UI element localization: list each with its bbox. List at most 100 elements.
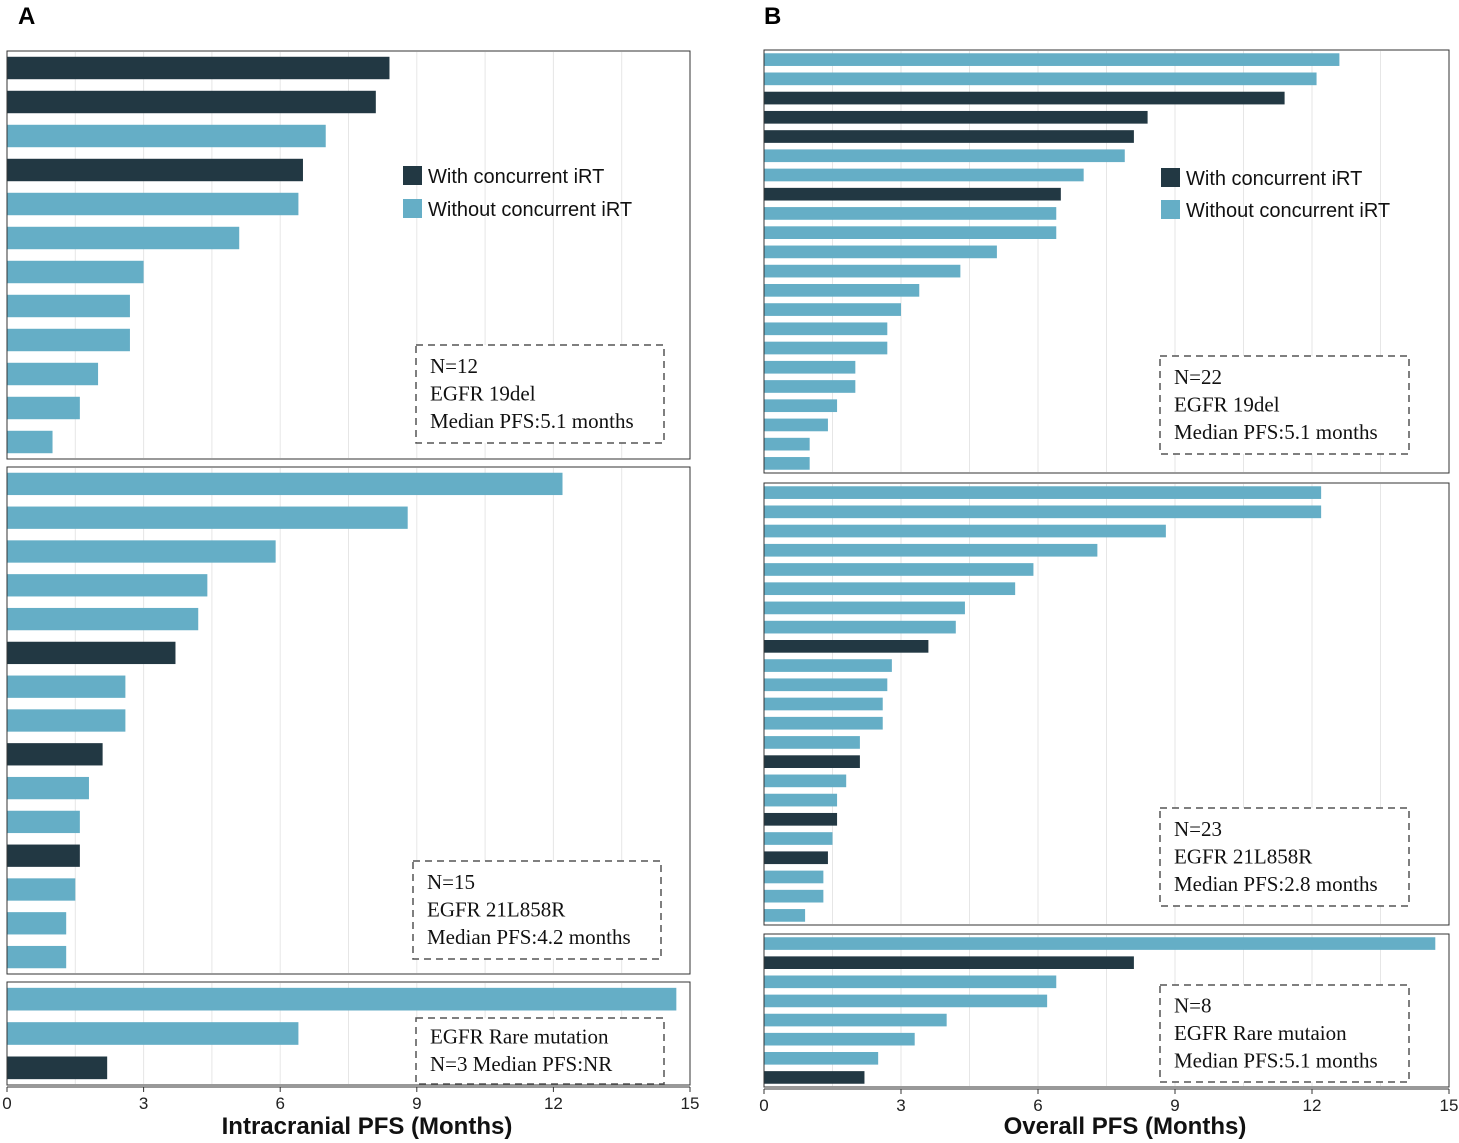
bar-with-irt bbox=[7, 158, 303, 182]
annotation-line: Median PFS:4.2 months bbox=[427, 925, 631, 949]
annotation-box bbox=[1159, 807, 1410, 907]
bar-without-irt bbox=[764, 870, 824, 884]
legend-label-without-irt: Without concurrent iRT bbox=[1186, 200, 1390, 222]
annotation-box bbox=[415, 1017, 665, 1085]
bar-without-irt bbox=[764, 418, 828, 432]
bar-without-irt bbox=[764, 774, 847, 788]
x-tick-label: 15 bbox=[681, 1094, 700, 1113]
bar-without-irt bbox=[764, 380, 856, 393]
x-tick-label: 6 bbox=[275, 1094, 284, 1113]
annotation-line: N=12 bbox=[430, 354, 478, 378]
bar-with-irt bbox=[7, 844, 80, 867]
bar-with-irt bbox=[764, 812, 838, 826]
bar-without-irt bbox=[764, 399, 838, 413]
annotation-line: Median PFS:5.1 months bbox=[430, 409, 634, 433]
panel-a-letter: A bbox=[18, 3, 35, 30]
bar-without-irt bbox=[7, 430, 53, 454]
subpanel-frame bbox=[763, 933, 1450, 1088]
bar-without-irt bbox=[764, 659, 892, 672]
annotation-line: EGFR 19del bbox=[1174, 392, 1280, 416]
bar-without-irt bbox=[764, 678, 888, 692]
bar-without-irt bbox=[764, 1052, 879, 1065]
annotation-line: Median PFS:5.1 months bbox=[1174, 420, 1378, 444]
subpanel-frame bbox=[6, 466, 691, 975]
annotation-line: EGFR 19del bbox=[430, 381, 536, 405]
panel-b-letter: B bbox=[764, 3, 781, 30]
bar-with-irt bbox=[7, 641, 176, 665]
bar-without-irt bbox=[7, 472, 563, 496]
annotation-line: N=3 Median PFS:NR bbox=[430, 1052, 612, 1076]
bar-without-irt bbox=[764, 53, 1340, 66]
bar-with-irt bbox=[764, 187, 1061, 201]
bar-without-irt bbox=[764, 975, 1057, 989]
panel-a-x-axis-title: Intracranial PFS (Months) bbox=[222, 1113, 513, 1140]
x-tick-label: 3 bbox=[896, 1096, 905, 1115]
panel-b-x-axis-title: Overall PFS (Months) bbox=[1004, 1113, 1247, 1140]
annotation-box bbox=[1159, 984, 1410, 1083]
bar-with-irt bbox=[7, 56, 390, 80]
bar-without-irt bbox=[764, 207, 1057, 220]
bar-without-irt bbox=[7, 192, 299, 216]
annotation-line: EGFR 21L858R bbox=[427, 897, 565, 921]
bar-without-irt bbox=[7, 540, 276, 563]
annotation-line: N=23 bbox=[1174, 817, 1222, 841]
bar-without-irt bbox=[764, 582, 1016, 596]
bar-with-irt bbox=[764, 91, 1285, 105]
bar-without-irt bbox=[764, 149, 1125, 163]
bar-without-irt bbox=[764, 245, 997, 259]
bar-without-irt bbox=[7, 987, 677, 1011]
bar-without-irt bbox=[7, 226, 240, 250]
bar-with-irt bbox=[764, 640, 929, 653]
annotation-line: EGFR 21L858R bbox=[1174, 844, 1312, 868]
annotation-line: EGFR Rare mutation bbox=[430, 1025, 609, 1049]
bar-without-irt bbox=[764, 1013, 947, 1027]
bar-without-irt bbox=[764, 341, 888, 355]
legend-swatch-without-irt bbox=[1161, 200, 1180, 219]
bar-without-irt bbox=[764, 909, 806, 922]
bar-without-irt bbox=[7, 810, 80, 834]
bar-without-irt bbox=[764, 264, 961, 278]
bar-without-irt bbox=[7, 260, 144, 284]
bar-without-irt bbox=[7, 362, 99, 386]
bar-without-irt bbox=[764, 524, 1166, 538]
bar-without-irt bbox=[764, 793, 838, 807]
legend-swatch-without-irt bbox=[403, 199, 422, 218]
bar-with-irt bbox=[7, 1056, 108, 1080]
x-tick-label: 0 bbox=[759, 1096, 768, 1115]
subpanel-frame bbox=[763, 49, 1450, 474]
legend-swatch-with-irt bbox=[1161, 168, 1180, 187]
x-tick-label: 6 bbox=[1033, 1096, 1042, 1115]
bar-without-irt bbox=[764, 1032, 915, 1046]
annotation-line: Median PFS:2.8 months bbox=[1174, 872, 1378, 896]
subpanel-frame bbox=[6, 981, 691, 1086]
legend-label-with-irt: With concurrent iRT bbox=[428, 166, 604, 188]
bar-with-irt bbox=[764, 1071, 865, 1084]
bar-without-irt bbox=[764, 736, 860, 749]
bar-with-irt bbox=[764, 956, 1134, 969]
bar-with-irt bbox=[7, 90, 376, 114]
bar-without-irt bbox=[764, 505, 1322, 519]
bar-with-irt bbox=[7, 743, 103, 766]
bar-without-irt bbox=[7, 294, 130, 318]
bar-without-irt bbox=[764, 937, 1436, 950]
bar-without-irt bbox=[764, 226, 1057, 240]
legend-label-with-irt: With concurrent iRT bbox=[1186, 168, 1362, 190]
annotation-line: N=8 bbox=[1174, 993, 1212, 1017]
bar-without-irt bbox=[764, 543, 1098, 557]
bar-without-irt bbox=[764, 889, 824, 903]
bar-without-irt bbox=[764, 283, 920, 297]
bar-without-irt bbox=[764, 832, 833, 845]
x-tick-label: 9 bbox=[1170, 1096, 1179, 1115]
x-tick-label: 3 bbox=[139, 1094, 148, 1113]
bar-without-irt bbox=[7, 912, 67, 935]
bar-without-irt bbox=[764, 994, 1048, 1008]
legend-swatch-with-irt bbox=[403, 166, 422, 185]
annotation-line: N=15 bbox=[427, 870, 475, 894]
legend-label-without-irt: Without concurrent iRT bbox=[428, 199, 632, 221]
bar-with-irt bbox=[764, 110, 1148, 124]
bar-without-irt bbox=[764, 620, 956, 634]
x-tick-label: 9 bbox=[412, 1094, 421, 1113]
bar-without-irt bbox=[7, 506, 408, 529]
x-tick-label: 12 bbox=[544, 1094, 563, 1113]
